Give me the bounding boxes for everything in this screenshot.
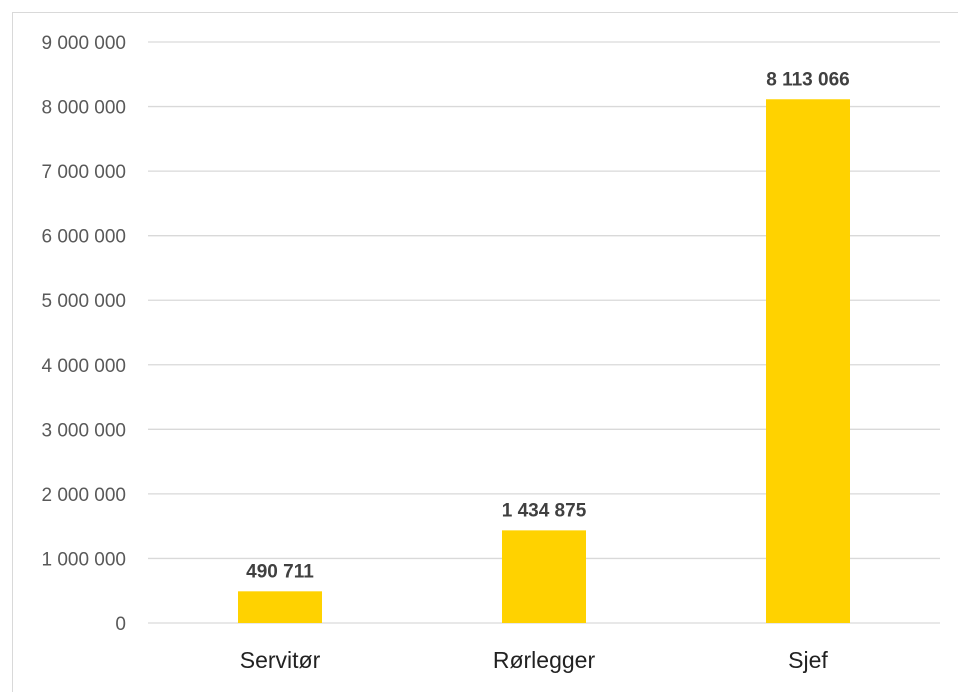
x-axis-category-labels: Servitør Rørlegger Sjef bbox=[240, 647, 829, 673]
y-tick-label: 5 000 000 bbox=[41, 291, 126, 312]
bar-1 bbox=[238, 591, 322, 623]
category-label: Sjef bbox=[788, 647, 828, 673]
y-axis-tick-labels: 0 1 000 000 2 000 000 3 000 000 4 000 000 5 0… bbox=[41, 33, 126, 635]
data-label: 490 711 bbox=[246, 561, 314, 582]
y-tick-label: 2 000 000 bbox=[41, 485, 126, 506]
data-label: 1 434 875 bbox=[502, 500, 587, 521]
y-tick-label: 4 000 000 bbox=[41, 356, 126, 377]
y-tick-label: 1 000 000 bbox=[41, 549, 126, 570]
chart-frame bbox=[12, 12, 958, 692]
y-tick-label: 9 000 000 bbox=[41, 33, 126, 54]
y-tick-label: 0 bbox=[115, 614, 126, 635]
category-label: Servitør bbox=[240, 647, 321, 673]
y-tick-label: 6 000 000 bbox=[41, 227, 126, 248]
bars bbox=[238, 99, 850, 623]
bar-2 bbox=[502, 530, 586, 623]
bar-3 bbox=[766, 99, 850, 623]
category-label: Rørlegger bbox=[493, 647, 596, 673]
data-labels: 490 711 1 434 875 8 113 066 bbox=[246, 69, 850, 582]
y-tick-label: 7 000 000 bbox=[41, 162, 126, 183]
y-tick-label: 3 000 000 bbox=[41, 420, 126, 441]
y-tick-label: 8 000 000 bbox=[41, 98, 126, 119]
data-label: 8 113 066 bbox=[766, 69, 849, 90]
